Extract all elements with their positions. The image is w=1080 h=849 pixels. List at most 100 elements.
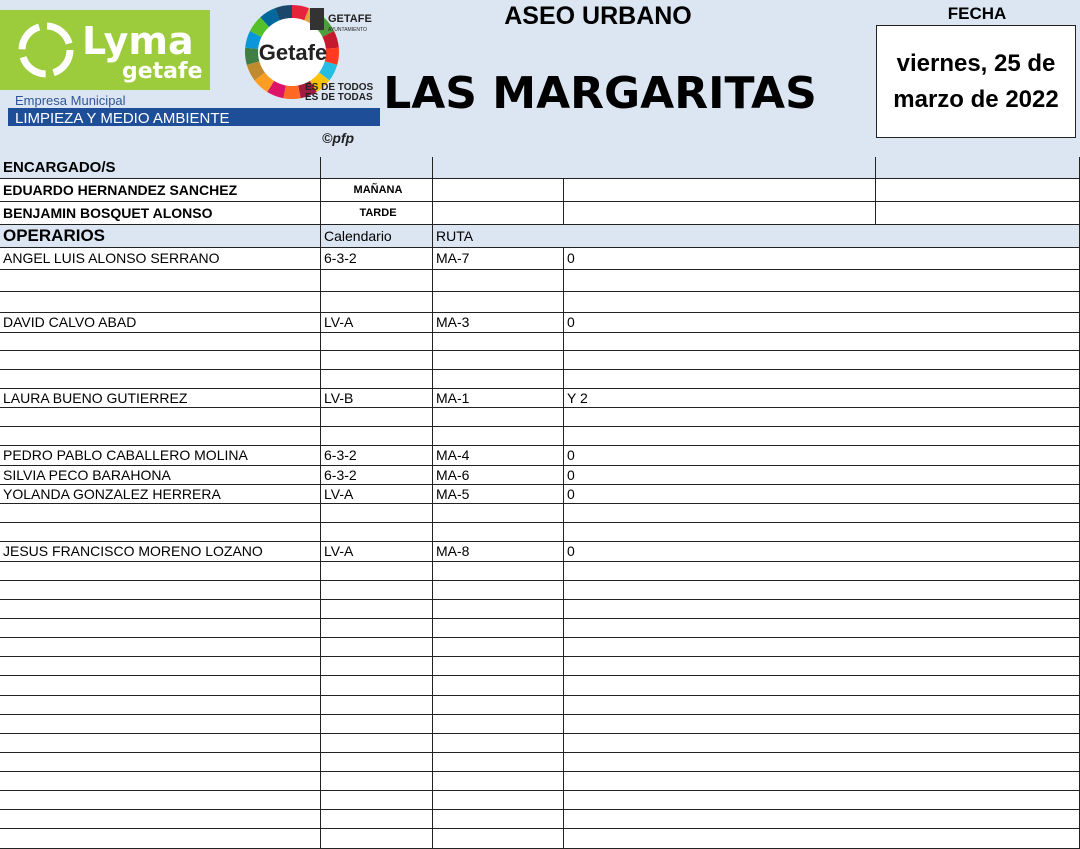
cell <box>564 270 1080 292</box>
company: Empresa Municipal <box>15 93 126 108</box>
operator-name: SILVIA PECO BARAHONA <box>0 466 321 485</box>
logo-swirl <box>18 22 74 78</box>
cell <box>564 600 1080 619</box>
cell <box>433 581 564 600</box>
cell <box>433 676 564 696</box>
cell <box>0 810 321 829</box>
cell <box>0 600 321 619</box>
cell <box>321 638 433 657</box>
cell <box>564 581 1080 600</box>
cell <box>564 370 1080 389</box>
cell <box>433 657 564 676</box>
supervisor-shift: MAÑANA <box>321 179 433 202</box>
cell <box>433 504 564 523</box>
cell <box>0 696 321 715</box>
operator-route: MA-4 <box>433 446 564 466</box>
operator-route: MA-1 <box>433 389 564 408</box>
cell <box>0 676 321 696</box>
cell <box>564 523 1080 542</box>
cell <box>0 427 321 446</box>
cell <box>0 772 321 791</box>
cell <box>564 696 1080 715</box>
cell <box>321 270 433 292</box>
cell <box>433 292 564 313</box>
cell <box>564 351 1080 370</box>
logo-motto: ES DE TODAS <box>305 92 373 103</box>
cell <box>564 791 1080 810</box>
cell <box>321 581 433 600</box>
operator-name: ANGEL LUIS ALONSO SERRANO <box>0 248 321 270</box>
operator-calendar: 6-3-2 <box>321 466 433 485</box>
supervisor-shift: TARDE <box>321 202 433 225</box>
location-title: LAS MARGARITAS <box>383 68 817 119</box>
cell <box>564 676 1080 696</box>
logo-green <box>0 10 210 90</box>
cell <box>0 619 321 638</box>
supervisors-label: ENCARGADO/S <box>0 157 321 179</box>
column-header: RUTA <box>433 225 1080 248</box>
cell <box>433 523 564 542</box>
cell <box>321 829 433 849</box>
cell <box>433 370 564 389</box>
logo: Lyma getafe Getafe GETAFE AYUNTAMIENTO E… <box>0 5 380 146</box>
cell <box>0 734 321 753</box>
cell <box>321 734 433 753</box>
cell <box>433 270 564 292</box>
cell <box>321 619 433 638</box>
cell <box>321 715 433 734</box>
cell <box>321 370 433 389</box>
operator-route: MA-5 <box>433 485 564 504</box>
cell <box>321 408 433 427</box>
cell <box>321 157 433 179</box>
cell <box>321 676 433 696</box>
cell <box>433 619 564 638</box>
cell <box>564 408 1080 427</box>
cell <box>876 157 1080 179</box>
cell <box>321 772 433 791</box>
cell <box>0 791 321 810</box>
cell <box>433 427 564 446</box>
cell <box>564 292 1080 313</box>
cell <box>564 715 1080 734</box>
operator-calendar: 6-3-2 <box>321 248 433 270</box>
cell <box>321 600 433 619</box>
cell <box>0 638 321 657</box>
operator-calendar: 6-3-2 <box>321 446 433 466</box>
cell <box>433 829 564 849</box>
date-box: viernes, 25 de marzo de 2022 <box>876 25 1076 138</box>
operator-name: DAVID CALVO ABAD <box>0 313 321 333</box>
date-label: FECHA <box>947 4 1007 23</box>
cell <box>321 504 433 523</box>
cell <box>321 333 433 351</box>
cell <box>0 370 321 389</box>
cell <box>876 179 1080 202</box>
cell <box>0 408 321 427</box>
cell <box>321 427 433 446</box>
cell <box>433 351 564 370</box>
cell <box>321 791 433 810</box>
cell <box>564 427 1080 446</box>
cell <box>321 351 433 370</box>
cell <box>433 810 564 829</box>
operator-note: Y 2 <box>564 389 1080 408</box>
cell <box>321 753 433 772</box>
cell <box>564 202 876 225</box>
department: LIMPIEZA Y MEDIO AMBIENTE <box>15 110 230 127</box>
cell <box>433 715 564 734</box>
operator-note: 0 <box>564 446 1080 466</box>
logo-seal: Getafe <box>259 40 327 65</box>
operator-calendar: LV-B <box>321 389 433 408</box>
operator-note: 0 <box>564 248 1080 270</box>
cell <box>564 619 1080 638</box>
cell <box>321 696 433 715</box>
cell <box>321 562 433 581</box>
cell <box>876 202 1080 225</box>
cell <box>564 179 876 202</box>
cell <box>0 523 321 542</box>
cell <box>321 657 433 676</box>
cell <box>433 696 564 715</box>
logo-city-sub: AYUNTAMIENTO <box>328 27 367 33</box>
cell <box>0 581 321 600</box>
operator-name: PEDRO PABLO CABALLERO MOLINA <box>0 446 321 466</box>
